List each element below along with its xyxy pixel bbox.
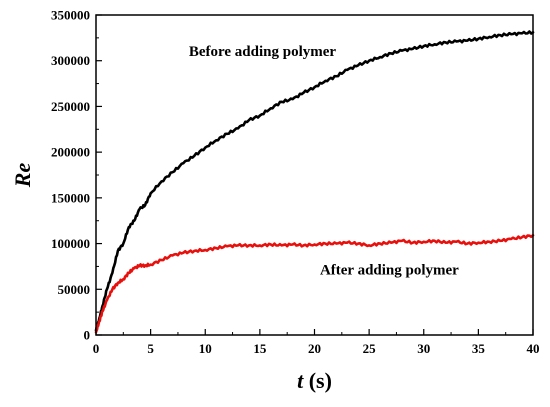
- series-line-before-polymer: [94, 30, 535, 332]
- y-tick-label: 100000: [51, 236, 90, 251]
- annotation-before-polymer: Before adding polymer: [189, 44, 337, 60]
- annotations: Before adding polymer After adding polyme…: [189, 44, 459, 279]
- x-tick-label: 5: [147, 341, 154, 356]
- y-tick-label: 200000: [51, 145, 90, 160]
- x-tick-label: 0: [93, 341, 100, 356]
- x-axis-label-variable: t: [297, 368, 304, 393]
- tick-labels: 0 5 10 15 20 25 30 35 40 0 50000 100000 150000 200000…: [51, 8, 540, 357]
- y-tick-label: 300000: [51, 53, 90, 68]
- x-tick-label: 25: [363, 341, 377, 356]
- y-tick-label: 250000: [51, 99, 90, 114]
- x-tick-label: 15: [253, 341, 267, 356]
- y-tick-label: 150000: [51, 190, 90, 205]
- y-axis-label: Re: [10, 163, 35, 189]
- y-tick-label: 0: [84, 328, 91, 343]
- y-tick-label: 350000: [51, 8, 90, 23]
- x-tick-label: 10: [199, 341, 212, 356]
- annotation-after-polymer: After adding polymer: [320, 263, 459, 279]
- series-line-after-polymer: [94, 234, 535, 334]
- x-tick-label: 20: [308, 341, 321, 356]
- x-tick-label: 30: [417, 341, 430, 356]
- series-lines: [94, 30, 535, 334]
- x-tick-label: 40: [527, 341, 540, 356]
- x-axis-label-unit: (s): [303, 368, 332, 393]
- y-tick-label: 50000: [58, 282, 91, 297]
- plot-frame: [95, 14, 534, 336]
- x-axis-label: t (s): [297, 368, 332, 393]
- x-tick-label: 35: [472, 341, 486, 356]
- axis-ticks: [95, 14, 534, 336]
